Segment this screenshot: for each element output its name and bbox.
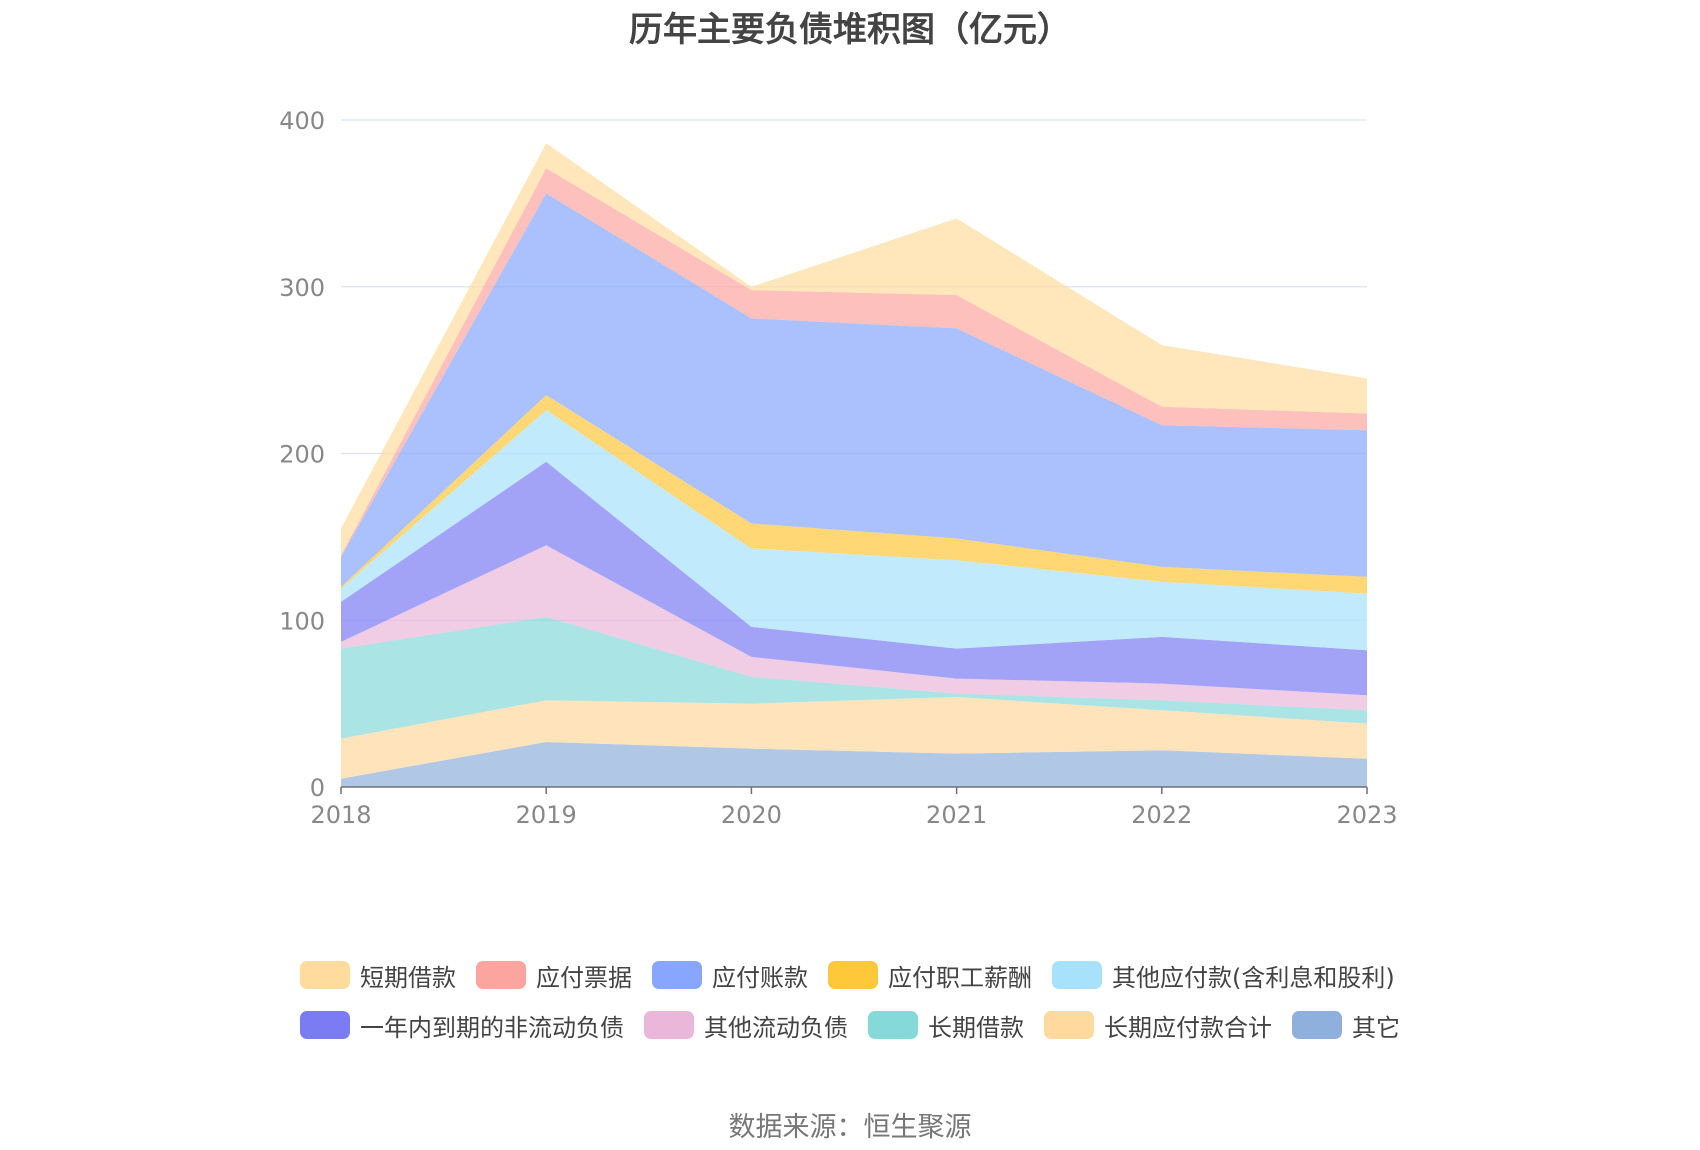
area-series-0	[341, 742, 1367, 787]
legend-swatch	[1292, 1011, 1342, 1039]
legend-swatch	[300, 1011, 350, 1039]
area-series-2	[341, 616, 1367, 739]
x-tick-label: 2023	[1336, 801, 1397, 829]
legend-item[interactable]: 长期借款	[868, 1008, 1024, 1043]
legend-swatch	[1044, 1011, 1094, 1039]
legend-label: 一年内到期的非流动负债	[360, 1013, 624, 1042]
x-tick-label: 2022	[1131, 801, 1192, 829]
legend-item[interactable]: 长期应付款合计	[1044, 1008, 1272, 1043]
y-tick-label: 300	[279, 274, 325, 302]
x-tick-label: 2020	[721, 801, 782, 829]
legend-swatch	[300, 961, 350, 989]
legend-label: 其它	[1352, 1013, 1400, 1042]
stacked-area-chart: 0 100 200 300 400 2018 2019 2020 2021 2022 2023	[279, 107, 1397, 829]
legend-label: 应付票据	[536, 963, 632, 992]
legend: 短期借款 应付票据 应付账款 应付职工薪酬 其他应付款(含利息和股利) 一年内到期的非流动…	[300, 950, 1450, 1050]
area-series-9	[341, 143, 1367, 556]
axes: 0 100 200 300 400 2018 2019 2020 2021 2022 2023	[279, 107, 1397, 829]
legend-item[interactable]: 应付票据	[476, 958, 632, 993]
legend-swatch	[644, 1011, 694, 1039]
legend-item[interactable]: 一年内到期的非流动负债	[300, 1008, 624, 1043]
legend-label: 短期借款	[360, 963, 456, 992]
legend-swatch	[652, 961, 702, 989]
area-series-3	[341, 545, 1367, 711]
area-series-5	[341, 410, 1367, 651]
legend-item[interactable]: 其它	[1292, 1008, 1400, 1043]
legend-item[interactable]: 应付账款	[652, 958, 808, 993]
legend-item[interactable]: 其他流动负债	[644, 1008, 848, 1043]
y-tick-label: 100	[279, 607, 325, 635]
legend-label: 其他流动负债	[704, 1013, 848, 1042]
legend-label: 长期借款	[928, 1013, 1024, 1042]
legend-item[interactable]: 其他应付款(含利息和股利)	[1052, 958, 1395, 993]
legend-label: 应付职工薪酬	[888, 963, 1032, 992]
chart-title: 历年主要负债堆积图（亿元）	[629, 10, 1071, 50]
legend-swatch	[1052, 961, 1102, 989]
legend-label: 应付账款	[712, 963, 808, 992]
y-tick-label: 400	[279, 107, 325, 135]
y-tick-label: 200	[279, 441, 325, 469]
legend-swatch	[476, 961, 526, 989]
x-tick-label: 2018	[310, 801, 371, 829]
area-series-4	[341, 461, 1367, 696]
area-series-layer	[341, 143, 1367, 787]
legend-swatch	[828, 961, 878, 989]
legend-item[interactable]: 应付职工薪酬	[828, 958, 1032, 993]
legend-label: 其他应付款(含利息和股利)	[1112, 963, 1395, 992]
legend-swatch	[868, 1011, 918, 1039]
y-tick-label: 0	[310, 774, 325, 802]
legend-label: 长期应付款合计	[1104, 1013, 1272, 1042]
area-series-7	[341, 193, 1367, 587]
x-tick-label: 2021	[926, 801, 987, 829]
area-series-1	[341, 697, 1367, 779]
legend-row: 短期借款 应付票据 应付账款 应付职工薪酬 其他应付款(含利息和股利)	[300, 950, 1450, 1000]
source-note: 数据来源：恒生聚源	[728, 1112, 972, 1143]
x-tick-label: 2019	[516, 801, 577, 829]
legend-item[interactable]: 短期借款	[300, 958, 456, 993]
area-series-6	[341, 395, 1367, 594]
legend-row: 一年内到期的非流动负债 其他流动负债 长期借款 长期应付款合计 其它	[300, 1000, 1450, 1050]
